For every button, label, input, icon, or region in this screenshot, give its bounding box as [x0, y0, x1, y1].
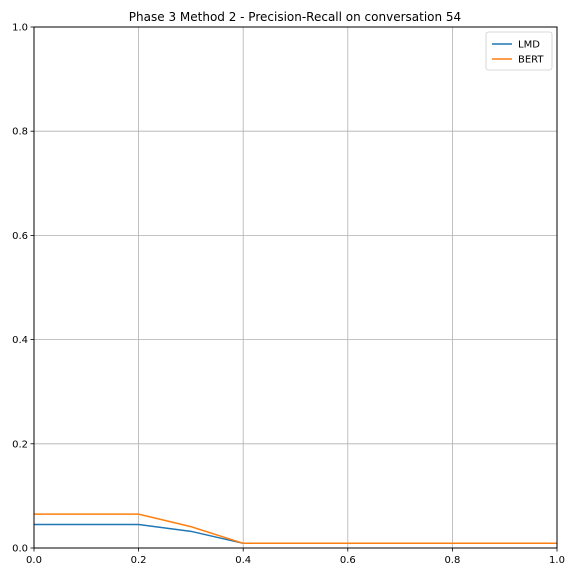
legend-label-lmd: LMD — [518, 40, 540, 51]
legend-label-bert: BERT — [518, 55, 544, 66]
y-tick-label-2: 0.4 — [12, 335, 28, 346]
y-axis: 0.0 0.2 0.4 0.6 0.8 1.0 — [12, 23, 34, 555]
chart-title: Phase 3 Method 2 - Precision-Recall on c… — [129, 10, 461, 24]
series-line-bert — [34, 513, 557, 545]
x-tick-label-1: 0.2 — [131, 555, 147, 566]
y-tick-label-1: 0.2 — [12, 439, 28, 450]
y-tick-label-4: 0.8 — [12, 127, 28, 138]
y-tick-label-3: 0.6 — [12, 231, 28, 242]
x-tick-label-4: 0.8 — [444, 555, 460, 566]
x-tick-label-2: 0.4 — [235, 555, 251, 566]
series-line-lmd — [34, 523, 557, 545]
x-tick-label-0: 0.0 — [26, 555, 42, 566]
legend-box — [485, 31, 553, 71]
plot-area-frame — [33, 26, 558, 549]
legend: LMD BERT — [485, 31, 553, 71]
x-tick-label-3: 0.6 — [340, 555, 356, 566]
y-tick-label-0: 0.0 — [12, 544, 28, 555]
series-layer — [34, 513, 557, 545]
x-axis: 0.0 0.2 0.4 0.6 0.8 1.0 — [26, 548, 565, 566]
grid-lines — [33, 26, 558, 549]
x-tick-label-5: 1.0 — [549, 555, 565, 566]
y-tick-label-5: 1.0 — [12, 23, 28, 34]
